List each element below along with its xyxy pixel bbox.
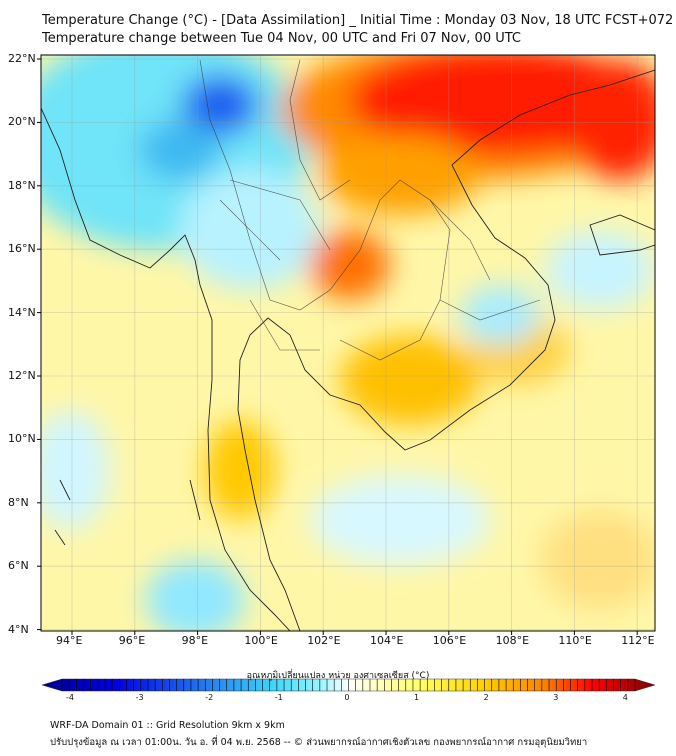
lon-label: 98°E	[181, 634, 209, 647]
lat-label: 8°N	[8, 495, 29, 509]
lon-label: 94°E	[56, 634, 83, 647]
chart-title: Temperature Change (°C) - [Data Assimila…	[42, 13, 674, 28]
colorbar-tick-label: 3	[553, 693, 559, 702]
lon-label: 108°E	[495, 634, 530, 647]
colorbar-tick-label: 0	[344, 693, 350, 702]
coastlines	[41, 69, 655, 631]
lon-label: 104°E	[370, 634, 404, 647]
temperature-field	[41, 55, 655, 631]
colorbar-tick-label: -2	[205, 693, 214, 702]
lat-label: 6°N	[8, 559, 29, 573]
colorbar-tick-label: 1	[414, 693, 420, 702]
lon-label: 100°E	[244, 634, 278, 647]
colorbar-tick-label: -1	[274, 693, 283, 702]
borders	[199, 59, 541, 361]
lat-label: 18°N	[8, 178, 36, 192]
lat-label: 4°N	[8, 622, 29, 636]
colorbar-tick-label: -4	[66, 693, 74, 702]
lat-label: 12°N	[8, 369, 36, 382]
lon-label: 96°E	[118, 634, 146, 647]
lon-label: 106°E	[432, 634, 467, 647]
colorbar-tick-label: 4	[622, 693, 628, 702]
lon-label: 112°E	[621, 634, 655, 647]
footer-update-info: ปรับปรุงข้อมูล ณ เวลา 01:00น. วัน อ. ที่…	[50, 737, 588, 748]
chart-subtitle: Temperature change between Tue 04 Nov, 0…	[42, 31, 521, 46]
colorbar-title: อุณหภูมิเปลี่ยนแปลง หน่วย องศาเซลเซียส (…	[246, 671, 430, 681]
lat-label: 22°N	[8, 52, 36, 65]
lon-label: 110°E	[558, 634, 592, 647]
colorbar-tick-label: 2	[483, 693, 489, 702]
footer-model-info: WRF-DA Domain 01 :: Grid Resolution 9km …	[50, 720, 285, 731]
lat-label: 10°N	[8, 432, 36, 446]
lat-label: 14°N	[8, 305, 36, 319]
lat-label: 20°N	[8, 115, 36, 129]
colorbar-tick-label: -3	[135, 693, 144, 702]
lat-label: 16°N	[8, 242, 36, 256]
lon-label: 102°E	[307, 634, 341, 647]
